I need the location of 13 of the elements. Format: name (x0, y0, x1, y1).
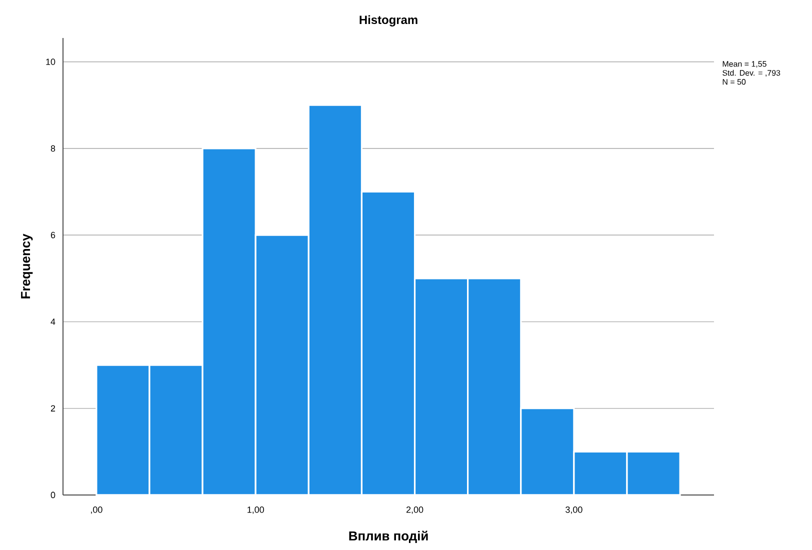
x-tick-label: ,00 (91, 506, 102, 514)
y-tick-label: 2 (50, 405, 56, 412)
x-tick-label: 1,00 (248, 506, 264, 514)
y-tick-label: 8 (50, 145, 56, 152)
y-tick-label: 6 (50, 232, 56, 238)
y-tick-label: 4 (50, 318, 56, 325)
chart-title: Histogram (360, 15, 418, 26)
y-axis-title: Frequency (21, 234, 33, 298)
x-axis-title: Вплив подій (349, 530, 428, 543)
x-tick-label: 2,00 (406, 506, 424, 514)
x-tick-label: 3,00 (566, 506, 582, 514)
y-tick-label: 10 (46, 58, 56, 65)
y-tick-label: 0 (50, 492, 56, 498)
